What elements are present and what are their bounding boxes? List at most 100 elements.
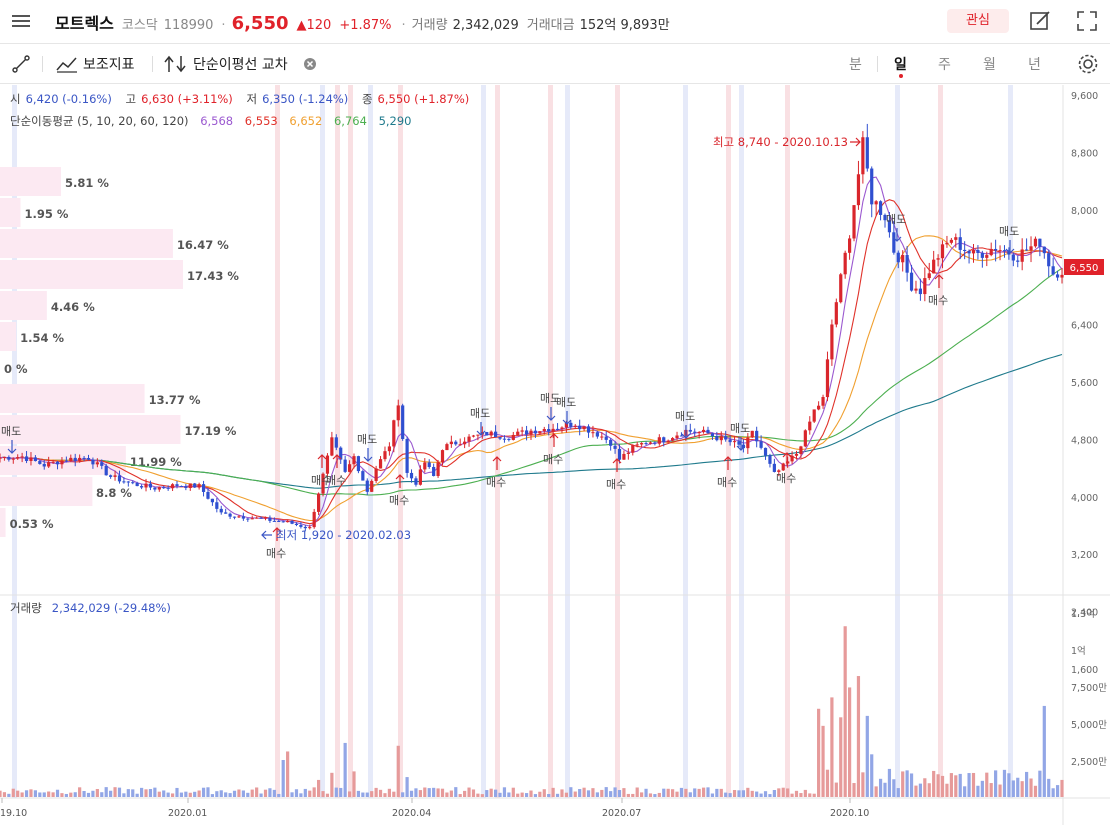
svg-text:6,550: 6,550 xyxy=(1070,263,1099,274)
period-year[interactable]: 년 xyxy=(1028,57,1041,73)
candle-body xyxy=(648,442,653,444)
volume-bar xyxy=(290,792,294,797)
candle-body xyxy=(489,431,493,436)
volume-bar xyxy=(69,792,73,797)
candle-body xyxy=(750,430,754,438)
candle-body xyxy=(272,520,276,522)
buy-signal-label: 매수 xyxy=(326,474,346,487)
candle-body xyxy=(135,482,139,487)
volume-bar xyxy=(1020,781,1024,797)
candle-body xyxy=(259,517,263,519)
volume-bar xyxy=(445,792,449,797)
candle-body xyxy=(95,462,99,465)
candle-body xyxy=(821,397,825,406)
candle-body xyxy=(622,453,626,460)
settings-gear-icon[interactable] xyxy=(1077,53,1099,75)
candle-body xyxy=(892,232,896,253)
volume-bar xyxy=(715,788,719,797)
volume-bar xyxy=(485,790,489,797)
volume-bar xyxy=(498,792,502,797)
change-value: 120 xyxy=(306,18,332,33)
volume-bar xyxy=(936,774,940,797)
volume-bar xyxy=(533,794,538,797)
candle-body xyxy=(569,422,573,427)
volume-bar xyxy=(1016,777,1020,797)
menu-icon[interactable] xyxy=(12,12,30,30)
price-tick-label: 4,000 xyxy=(1071,493,1098,504)
volume-bar xyxy=(892,779,896,797)
volume-bar xyxy=(728,793,732,797)
fullscreen-icon[interactable] xyxy=(1077,11,1097,31)
candle-body xyxy=(317,493,321,512)
volume-bar xyxy=(117,787,122,797)
volume-bar xyxy=(887,768,892,797)
candle-body xyxy=(609,439,613,446)
candle-body xyxy=(657,437,661,444)
sell-signal-label: 매도 xyxy=(470,407,490,420)
candle-body xyxy=(193,483,197,488)
candle-body xyxy=(777,470,781,472)
volume-bar xyxy=(343,742,347,797)
candle-body xyxy=(162,487,166,489)
candle-body xyxy=(1016,260,1020,262)
candle-body xyxy=(763,447,768,456)
volume-bar xyxy=(126,789,130,797)
period-month[interactable]: 월 xyxy=(983,57,996,73)
candle-body xyxy=(799,446,803,454)
candle-body xyxy=(1038,238,1042,247)
edit-icon[interactable] xyxy=(1030,11,1050,31)
period-minute[interactable]: 분 xyxy=(849,57,862,73)
candle-body xyxy=(401,405,405,440)
candle-body xyxy=(728,439,732,443)
candle-body xyxy=(7,456,11,460)
volume-bar xyxy=(383,793,387,797)
volume-bar xyxy=(109,790,113,797)
candle-body xyxy=(299,525,303,527)
volume-bar xyxy=(662,788,666,797)
candle-body xyxy=(507,438,511,440)
indicator-icon[interactable] xyxy=(56,55,78,73)
volume-bar xyxy=(1060,779,1064,797)
candle-body xyxy=(24,456,29,461)
volume-bar xyxy=(790,793,794,797)
buy-signal-label: 매수 xyxy=(606,478,626,491)
stock-chart[interactable]: 5.81 % 1.95 % 16.47 % 17.43 % 4.46 % 1.54 % 0 … xyxy=(0,85,1110,829)
close-icon[interactable] xyxy=(304,58,316,70)
ma-cross-icon[interactable] xyxy=(164,55,188,73)
volume-bar xyxy=(259,793,263,797)
volume-bar xyxy=(325,793,330,797)
volume-bar xyxy=(772,790,776,797)
favorite-button[interactable]: 관심 xyxy=(947,9,1009,33)
signal-band xyxy=(320,85,325,798)
ma-cross-button[interactable]: 단순이평선 교차 xyxy=(193,57,288,73)
profile-pct: 0 % xyxy=(4,362,28,376)
volume-bar xyxy=(401,792,405,797)
volume-bar xyxy=(852,783,856,797)
volume-bar xyxy=(1047,778,1051,797)
candle-body xyxy=(516,431,520,435)
volume-bar xyxy=(980,780,984,797)
candle-body xyxy=(281,521,285,523)
candle-body xyxy=(1047,253,1051,267)
draw-line-icon[interactable] xyxy=(12,55,30,73)
volume-bar xyxy=(255,787,259,797)
extreme-markers: 최고 8,740 - 2020.10.13 최저 1,920 - 2020.02.… xyxy=(261,135,861,542)
volume-bar xyxy=(870,754,874,797)
candle-body xyxy=(1020,249,1024,262)
candle-body xyxy=(47,462,51,467)
profile-pct: 16.47 % xyxy=(177,238,229,252)
volume-bar xyxy=(321,791,325,797)
candle-body xyxy=(370,480,374,492)
signal-band xyxy=(683,85,688,798)
candle-body xyxy=(20,456,24,458)
candle-body xyxy=(241,516,245,519)
profile-bar xyxy=(0,260,183,289)
sell-signal-label: 매도 xyxy=(540,392,560,405)
volume-bar xyxy=(449,790,453,797)
volume-bar xyxy=(1007,773,1011,797)
indicator-button[interactable]: 보조지표 xyxy=(83,57,135,73)
volume-bar xyxy=(91,790,95,797)
period-week[interactable]: 주 xyxy=(938,57,951,73)
period-day[interactable]: 일 xyxy=(894,57,907,73)
toolbar-divider xyxy=(877,56,878,72)
